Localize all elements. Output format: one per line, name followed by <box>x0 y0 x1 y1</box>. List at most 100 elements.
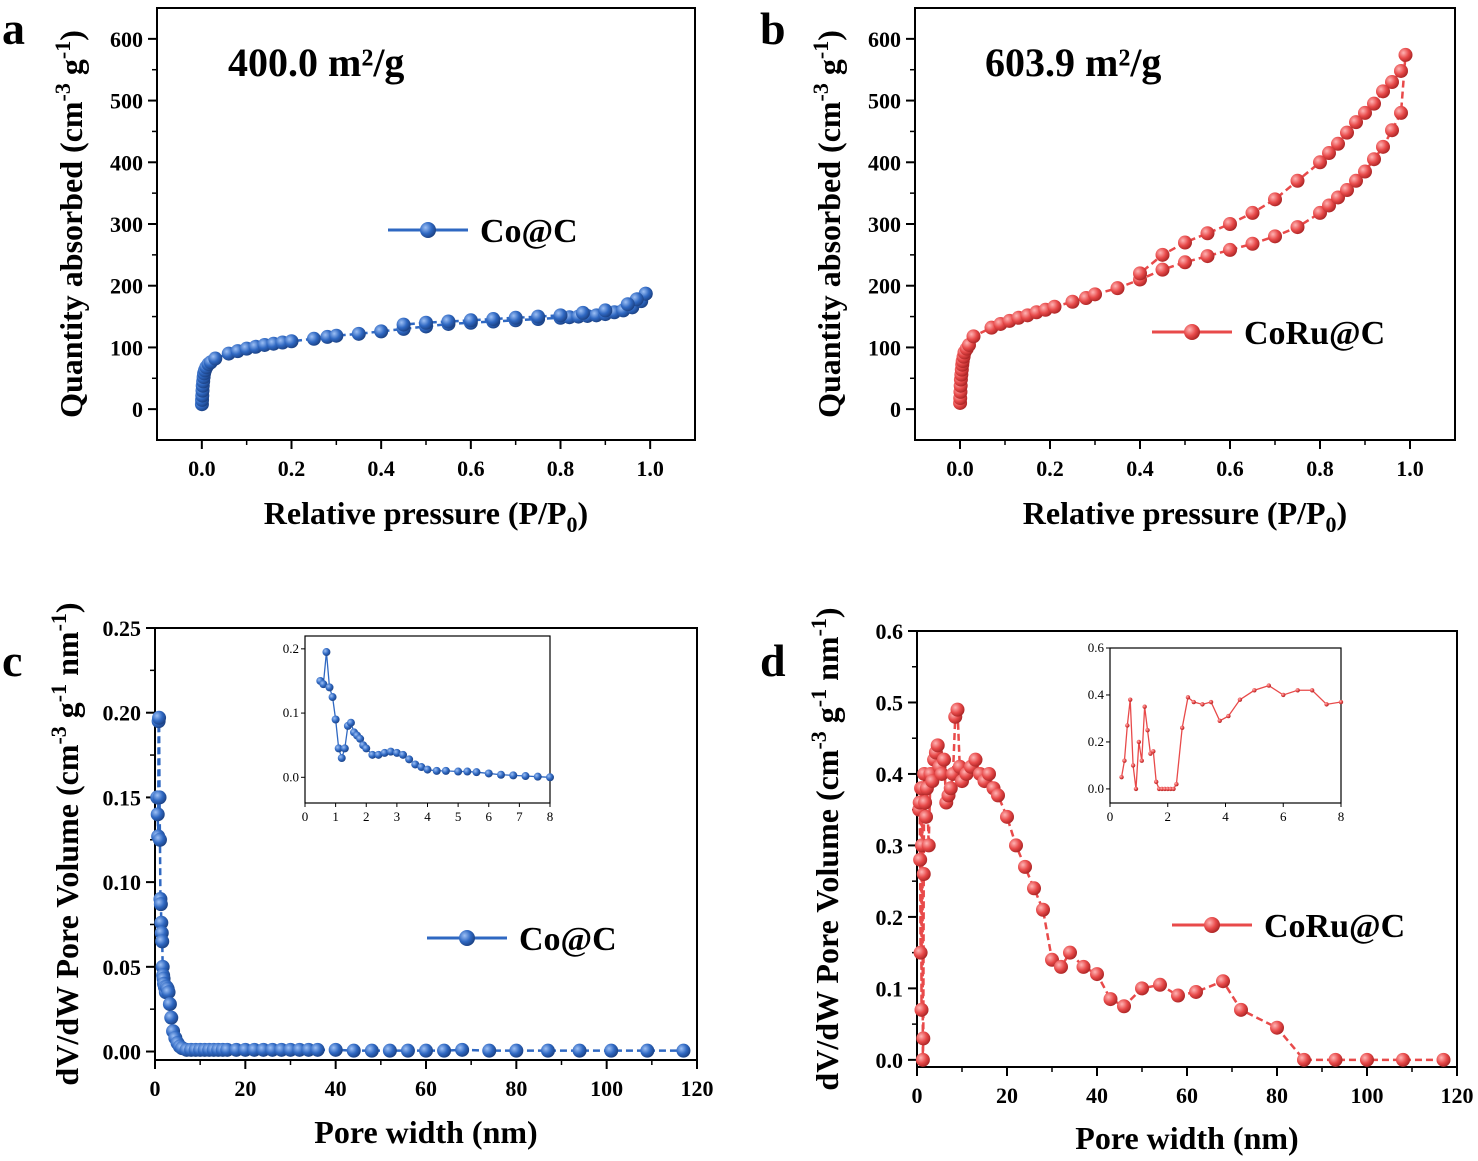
data-point <box>1110 281 1125 296</box>
data-point <box>1000 809 1014 824</box>
legend-marker <box>1184 324 1200 340</box>
inset-y-tick-label: 0.1 <box>283 705 299 720</box>
data-point <box>918 795 933 810</box>
inset-data-point <box>1338 699 1344 705</box>
data-point <box>1216 974 1230 989</box>
y-tick-label: 0.3 <box>876 833 904 858</box>
y-axis-title: Quantity absorbed (cm-3 g-1) <box>50 30 89 418</box>
data-point <box>153 897 168 912</box>
data-point <box>640 1043 655 1058</box>
data-point <box>1153 977 1167 992</box>
inset-data-point <box>1185 695 1191 700</box>
data-point <box>620 297 635 312</box>
data-point <box>1189 984 1203 999</box>
data-point <box>916 1031 931 1046</box>
x-axis-title: Relative pressure (P/P0) <box>264 495 588 537</box>
inset-frame <box>1109 647 1342 804</box>
data-point <box>572 1043 587 1058</box>
data-point <box>1027 881 1041 896</box>
data-point <box>1200 226 1215 241</box>
data-point <box>1328 1052 1343 1067</box>
inset-data-point <box>441 766 450 775</box>
inset-data-point <box>380 748 389 757</box>
data-point <box>1436 1052 1451 1067</box>
x-tick-label: 0.8 <box>1306 456 1334 481</box>
inset-data-point <box>1174 782 1179 787</box>
inset-data-point <box>1142 704 1147 709</box>
inset-x-tick-label: 0 <box>302 809 309 824</box>
data-point <box>1103 992 1118 1007</box>
data-point <box>419 315 433 330</box>
data-point <box>400 1043 415 1058</box>
data-point <box>919 809 933 824</box>
x-axis-title: Relative pressure (P/P0) <box>1023 495 1347 537</box>
inset-data-point <box>362 744 371 753</box>
inset-y-tick-label: 0.0 <box>1088 781 1104 796</box>
data-point <box>937 752 951 767</box>
data-point <box>1367 96 1381 111</box>
inset-y-tick-label: 0.0 <box>283 769 299 784</box>
data-point <box>1054 959 1068 974</box>
inset-x-tick-label: 3 <box>394 809 401 824</box>
chart-a: 0.0 0.2 0.4 0.6 0.8 1.0 0 100 200 300 400 500 600 Rel… <box>50 7 696 537</box>
data-point <box>382 1043 397 1058</box>
y-axis-title: dV/dW Pore Volume (cm-3 g-1 nm-1) <box>46 602 85 1085</box>
y-tick-label: 600 <box>110 27 143 52</box>
inset-data-point <box>322 648 331 657</box>
data-point <box>1135 981 1149 996</box>
x-tick-label: 120 <box>1441 1083 1474 1108</box>
data-point <box>1360 1052 1374 1067</box>
data-point <box>1065 294 1080 309</box>
x-tick-label: 40 <box>325 1076 347 1101</box>
inset-data-point <box>1281 692 1286 698</box>
data-point <box>1322 146 1336 161</box>
inset-data-point <box>1130 763 1136 768</box>
data-point <box>1117 999 1131 1014</box>
data-point <box>396 317 411 332</box>
data-point <box>455 1042 470 1057</box>
panel-letter-d: d <box>760 635 786 686</box>
y-tick-label: 100 <box>110 335 143 360</box>
inset-data-point <box>331 715 340 724</box>
inset-data-point <box>1128 697 1133 702</box>
data-point <box>1290 220 1305 235</box>
inset-data-point <box>1133 786 1139 792</box>
data-point <box>1367 152 1381 167</box>
data-point <box>943 781 958 796</box>
inset-data-point <box>509 771 518 780</box>
inset-data-point <box>1179 725 1185 731</box>
inset-data-point <box>1191 699 1196 705</box>
data-point <box>1245 205 1260 220</box>
y-tick-label: 0.1 <box>876 976 904 1001</box>
data-point <box>306 331 321 346</box>
y-axis-title: Quantity absorbed (cm-3 g-1) <box>808 30 847 418</box>
inset-data-point <box>454 767 463 776</box>
inset-data-point <box>386 747 395 756</box>
inset-x-tick-label: 0 <box>1107 809 1114 824</box>
inset-data-point <box>1139 758 1144 763</box>
legend-label: CoRu@C <box>1264 908 1405 945</box>
y-tick-label: 600 <box>868 27 901 52</box>
inset-data-point <box>1136 739 1142 745</box>
x-axis-title: Pore width (nm) <box>1075 1120 1298 1156</box>
data-point <box>1376 139 1390 154</box>
panel-letter-a: a <box>2 3 25 54</box>
data-point <box>1268 192 1282 207</box>
surface-area-annotation: 603.9 m²/g <box>985 40 1161 85</box>
inset-data-point <box>1252 688 1257 693</box>
y-tick-label: 100 <box>868 335 901 360</box>
x-tick-label: 80 <box>505 1076 527 1101</box>
inset-data-point <box>533 772 542 781</box>
x-tick-label: 120 <box>681 1076 714 1101</box>
x-tick-label: 40 <box>1086 1083 1108 1108</box>
y-tick-label: 200 <box>868 274 901 299</box>
inset-data-point <box>1122 758 1127 763</box>
x-tick-label: 0.4 <box>1126 456 1154 481</box>
data-point <box>913 945 928 960</box>
inset-data-point <box>374 750 383 759</box>
legend-marker <box>459 930 475 946</box>
inset-data-point <box>1266 683 1272 688</box>
inset-x-tick-label: 4 <box>1222 809 1229 824</box>
data-point <box>1398 47 1413 62</box>
data-point <box>1245 236 1260 251</box>
